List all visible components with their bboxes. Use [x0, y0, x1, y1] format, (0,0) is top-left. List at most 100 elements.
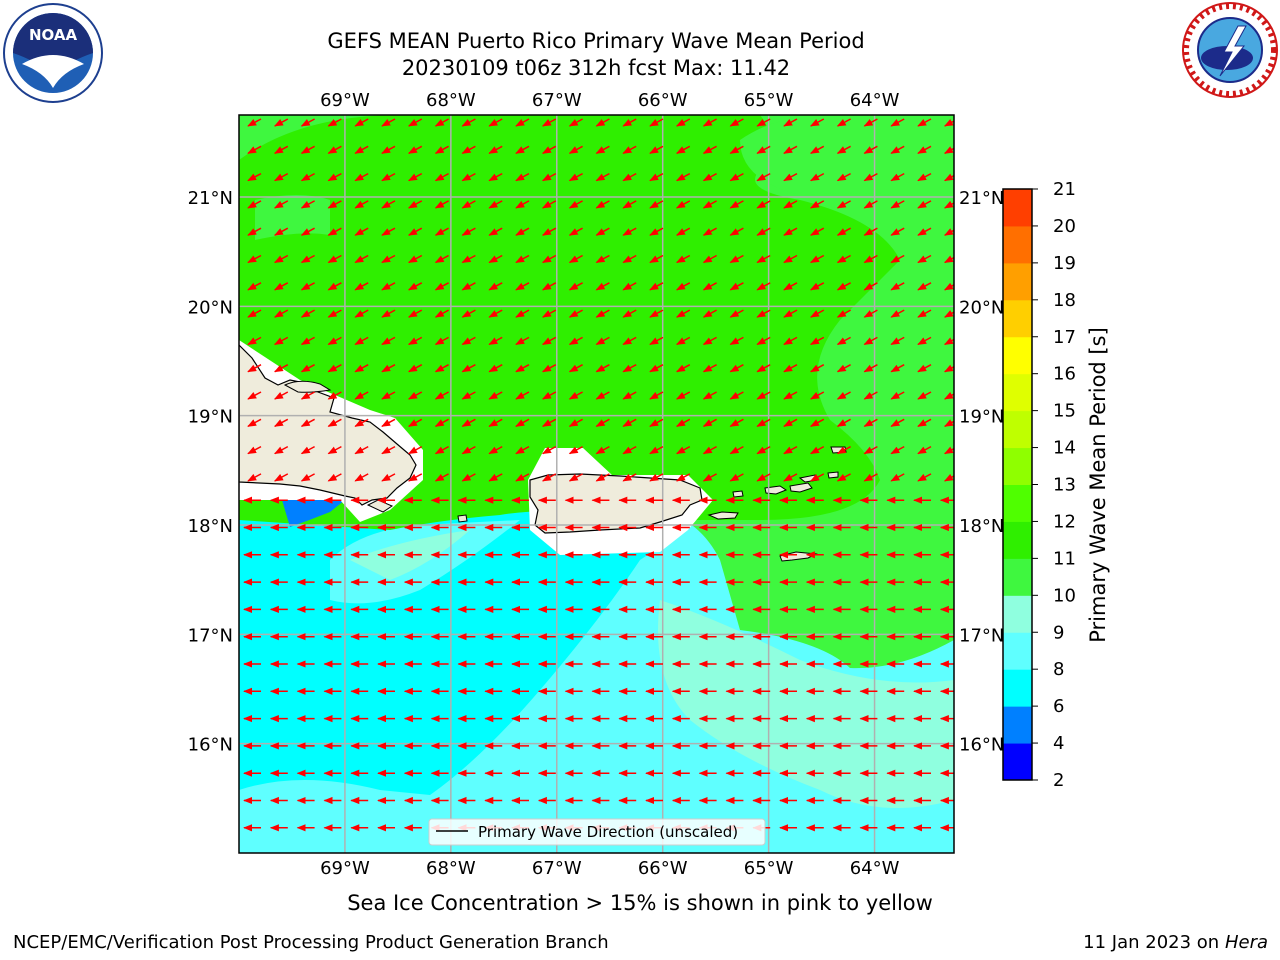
latitude-tick-label: 16°N	[188, 735, 233, 756]
wave-direction-arrow	[434, 200, 449, 209]
wave-direction-arrow	[756, 473, 771, 482]
wave-direction-arrow	[568, 364, 583, 373]
wave-direction-arrow	[890, 227, 905, 236]
wave-direction-arrow	[461, 473, 476, 482]
wave-direction-arrow	[381, 364, 396, 373]
wave-direction-arrow	[247, 364, 262, 373]
wave-direction-arrow	[274, 254, 289, 264]
wave-direction-arrow	[729, 282, 744, 291]
wave-direction-arrow	[274, 227, 289, 236]
wave-direction-arrow	[810, 336, 825, 346]
wave-direction-arrow	[649, 473, 664, 482]
wave-direction-arrow	[836, 445, 851, 455]
colorbar-tick-label: 18	[1053, 290, 1076, 311]
wave-direction-arrow	[676, 118, 691, 127]
colorbar-segment	[1003, 632, 1032, 670]
wave-direction-arrow	[568, 309, 583, 318]
wave-direction-arrow	[944, 310, 954, 318]
wave-direction-arrow	[354, 118, 369, 127]
wave-direction-arrow	[783, 118, 798, 127]
wave-direction-arrow	[515, 445, 530, 455]
wave-direction-arrow	[274, 418, 289, 427]
wave-direction-arrow	[729, 172, 744, 182]
wave-direction-arrow	[354, 445, 369, 455]
wave-direction-arrow	[622, 145, 637, 154]
longitude-tick-label: 65°W	[744, 90, 794, 111]
wave-direction-arrow	[863, 200, 878, 209]
wave-direction-arrow	[676, 418, 691, 427]
wave-direction-arrow	[836, 364, 851, 373]
wave-direction-arrow	[783, 445, 798, 455]
wave-direction-arrow	[274, 172, 289, 182]
colorbar-segment	[1003, 225, 1032, 264]
colorbar-tick-label: 13	[1053, 475, 1076, 496]
wave-direction-arrow	[300, 364, 315, 373]
wave-direction-arrow	[488, 309, 503, 318]
wave-direction-arrow	[327, 473, 342, 482]
branch-credit: NCEP/EMC/Verification Post Processing Pr…	[13, 932, 609, 953]
wave-direction-arrow	[863, 336, 878, 346]
wave-direction-arrow	[622, 282, 637, 291]
wave-direction-arrow	[515, 364, 530, 373]
wave-direction-arrow	[729, 200, 744, 209]
wave-direction-arrow	[783, 145, 798, 154]
wave-direction-arrow	[515, 145, 530, 154]
colorbar-segment	[1003, 706, 1032, 744]
wave-direction-arrow	[300, 118, 315, 127]
wave-direction-arrow	[890, 254, 905, 264]
wave-direction-arrow	[810, 473, 825, 482]
wave-direction-arrow	[783, 336, 798, 346]
wave-direction-arrow	[434, 172, 449, 182]
wave-direction-arrow	[836, 391, 851, 400]
colorbar-tick-label: 21	[1053, 179, 1076, 200]
wave-direction-arrow	[863, 282, 878, 291]
wave-direction-arrow	[381, 445, 396, 455]
longitude-ticks-bottom: 69°W 68°W 67°W 66°W 65°W 64°W	[320, 858, 900, 879]
wave-direction-arrow	[702, 227, 717, 236]
wave-direction-arrow	[568, 118, 583, 127]
wave-direction-arrow	[917, 473, 932, 482]
wave-direction-arrow	[595, 282, 610, 291]
wave-direction-arrow	[542, 309, 557, 318]
date-stamp: 11 Jan 2023 on Hera	[1083, 932, 1268, 953]
wave-direction-arrow	[756, 200, 771, 209]
wave-direction-arrow	[488, 364, 503, 373]
wave-direction-arrow	[622, 118, 637, 127]
wave-direction-arrow	[434, 364, 449, 373]
wave-direction-arrow	[434, 473, 449, 482]
wave-direction-arrow	[810, 145, 825, 154]
wave-direction-arrow	[890, 364, 905, 373]
wave-direction-arrow	[274, 282, 289, 291]
wave-direction-arrow	[381, 118, 396, 127]
wave-direction-arrow	[917, 200, 932, 209]
latitude-tick-label: 20°N	[188, 297, 233, 318]
longitude-ticks-top: 69°W 68°W 67°W 66°W 65°W 64°W	[320, 90, 900, 111]
colorbar-tick-label: 12	[1053, 511, 1076, 532]
wave-direction-arrow	[247, 227, 262, 236]
wave-direction-arrow	[863, 254, 878, 264]
wave-direction-arrow	[863, 172, 878, 182]
wave-direction-arrow	[783, 254, 798, 264]
wave-direction-arrow	[729, 145, 744, 154]
wave-direction-arrow	[944, 391, 954, 400]
wave-direction-arrow	[863, 391, 878, 400]
wave-direction-arrow	[488, 391, 503, 400]
wave-direction-arrow	[568, 418, 583, 427]
wave-direction-arrow	[676, 445, 691, 455]
wave-direction-arrow	[515, 336, 530, 346]
wave-direction-arrow	[434, 445, 449, 455]
wave-direction-arrow	[890, 473, 905, 482]
noaa-logo-text: NOAA	[29, 26, 78, 44]
wave-direction-arrow	[649, 200, 664, 209]
wave-direction-arrow	[729, 364, 744, 373]
wave-direction-arrow	[381, 336, 396, 346]
colorbar-tick-label: 9	[1053, 622, 1064, 643]
wave-direction-arrow	[568, 336, 583, 346]
colorbar-tick-label: 2	[1053, 770, 1064, 791]
wave-direction-arrow	[408, 391, 423, 400]
longitude-tick-label: 65°W	[744, 858, 794, 879]
wave-direction-arrow	[729, 336, 744, 346]
wave-direction-arrow	[488, 473, 503, 482]
wave-direction-arrow	[944, 419, 954, 427]
wave-direction-arrow	[729, 118, 744, 127]
